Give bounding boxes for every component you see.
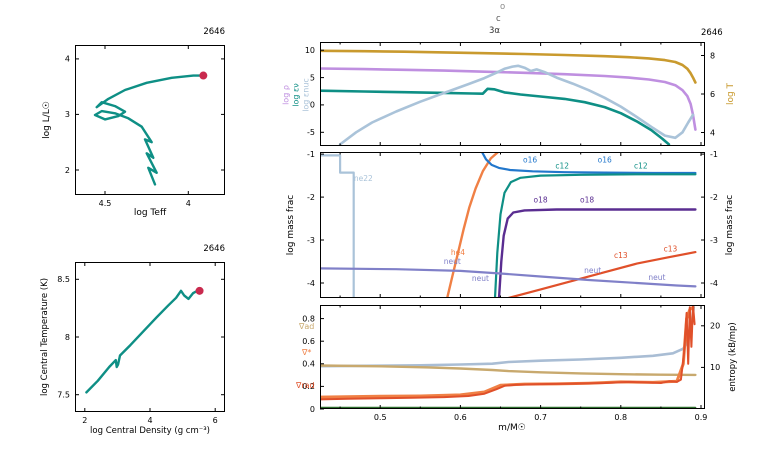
svg-text:-3: -3 — [307, 236, 315, 245]
svg-text:8: 8 — [710, 51, 715, 60]
svg-text:-1: -1 — [307, 150, 315, 159]
grad-ad-label: ∇ad — [299, 322, 315, 331]
profile-ylabel-epsnu: log εν — [291, 83, 301, 107]
svg-text:4: 4 — [65, 55, 70, 64]
svg-text:-4: -4 — [710, 279, 718, 288]
model-number-profiles: 2646 — [701, 28, 723, 38]
svg-text:o16: o16 — [598, 156, 612, 165]
svg-text:0.4: 0.4 — [302, 360, 315, 369]
svg-text:-2: -2 — [307, 193, 315, 202]
rhot-ylabel: log Central Temperature (K) — [40, 277, 50, 397]
model-number-hr: 2646 — [203, 27, 225, 37]
svg-text:ne22: ne22 — [354, 174, 373, 183]
svg-text:0.7: 0.7 — [534, 413, 547, 422]
svg-text:4: 4 — [186, 199, 191, 208]
svg-text:o18: o18 — [580, 196, 594, 205]
abundance-ylabel-left: log mass frac — [286, 194, 296, 256]
svg-text:o16: o16 — [523, 156, 537, 165]
svg-text:0.2: 0.2 — [302, 382, 315, 391]
hr-xlabel: log Teff — [133, 208, 167, 218]
profile-ylabel-logrho: log ρ — [281, 85, 291, 105]
hr-ylabel: log L/L☉ — [42, 101, 52, 139]
svg-text:2: 2 — [65, 166, 70, 175]
profile-ylabel-epsnuc: log εnuc — [301, 78, 311, 112]
rho-t-panel: 2 4 6 7.5 8 8.5 — [57, 262, 225, 425]
burn-annotation-3alpha: 3α — [489, 26, 501, 36]
svg-text:4.5: 4.5 — [99, 199, 112, 208]
svg-text:0.6: 0.6 — [454, 413, 467, 422]
svg-text:he4: he4 — [451, 248, 465, 257]
entropy-ylabel: entropy (kB/mp) — [728, 322, 738, 392]
svg-text:5: 5 — [310, 73, 315, 82]
svg-text:0.8: 0.8 — [614, 413, 627, 422]
svg-text:-2: -2 — [710, 193, 718, 202]
model-number-rhot: 2646 — [203, 244, 225, 254]
svg-text:3: 3 — [65, 110, 70, 119]
abundance-ylabel-right: log mass frac — [725, 194, 735, 256]
rho-t-plot: 2 4 6 7.5 8 8.5 — [57, 262, 225, 425]
svg-text:neut: neut — [444, 257, 461, 266]
svg-text:neut: neut — [648, 273, 665, 282]
svg-text:0: 0 — [310, 101, 315, 110]
burn-annotation-o: o — [500, 2, 506, 12]
abundance-panel: ne22 he4 o16 o16 c12 c12 o18 o18 c13 c13 neut neut n… — [307, 150, 718, 298]
svg-text:-3: -3 — [710, 236, 718, 245]
svg-text:0: 0 — [310, 405, 315, 414]
abundance-plot: ne22 he4 o16 o16 c12 c12 o18 o18 c13 c13 neut neut n… — [307, 150, 718, 298]
svg-text:c12: c12 — [634, 161, 648, 170]
svg-text:0.5: 0.5 — [374, 413, 387, 422]
rhot-xlabel: log Central Density (g cm⁻³) — [90, 426, 210, 436]
svg-text:4: 4 — [147, 416, 152, 425]
svg-text:c12: c12 — [555, 161, 569, 170]
svg-text:10: 10 — [305, 46, 315, 55]
burn-annotation-c: c — [496, 14, 501, 24]
svg-text:neut: neut — [472, 274, 489, 283]
svg-text:2: 2 — [82, 416, 87, 425]
svg-text:c13: c13 — [664, 245, 678, 254]
grad-star-label: ∇* — [302, 348, 312, 357]
profile-ylabel-logT: log T — [726, 82, 736, 106]
svg-text:c13: c13 — [614, 251, 628, 260]
svg-text:0.9: 0.9 — [695, 413, 708, 422]
profile-plot: -5 0 5 10 4 6 8 — [305, 42, 715, 146]
svg-text:6: 6 — [213, 416, 218, 425]
mass-xlabel: m/M☉ — [498, 423, 526, 433]
svg-text:-4: -4 — [307, 279, 315, 288]
svg-text:-1: -1 — [710, 150, 718, 159]
svg-text:8.5: 8.5 — [57, 275, 70, 284]
svg-text:10: 10 — [710, 363, 720, 372]
gradients-plot: 0.5 0.6 0.7 0.8 0.9 0 0.2 0.4 0.6 0.8 10 20 — [302, 305, 720, 422]
hr-diagram-panel: 4.5 4 2 3 4 — [65, 45, 225, 208]
svg-text:20: 20 — [710, 322, 720, 331]
svg-text:neut: neut — [584, 266, 601, 275]
svg-text:0.6: 0.6 — [302, 337, 315, 346]
profile-panel: -5 0 5 10 4 6 8 — [305, 42, 715, 146]
svg-text:4: 4 — [710, 128, 715, 137]
hr-diagram-plot: 4.5 4 2 3 4 — [65, 45, 225, 208]
svg-text:-5: -5 — [307, 128, 315, 137]
svg-text:7.5: 7.5 — [57, 391, 70, 400]
gradients-panel: 0.5 0.6 0.7 0.8 0.9 0 0.2 0.4 0.6 0.8 10 20 — [302, 305, 720, 422]
svg-text:0.8: 0.8 — [302, 314, 315, 323]
svg-text:8: 8 — [65, 333, 70, 342]
svg-text:6: 6 — [710, 90, 715, 99]
svg-text:o18: o18 — [534, 196, 548, 205]
grad-rad-label: ∇rad — [296, 381, 315, 390]
